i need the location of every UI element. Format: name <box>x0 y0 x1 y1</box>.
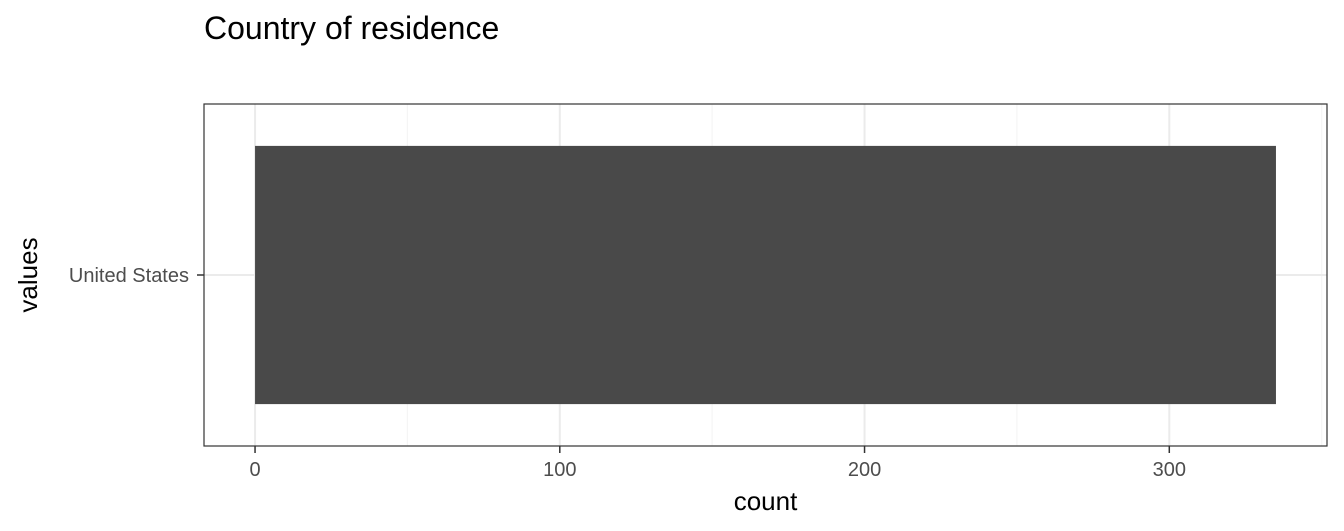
x-tick-label: 300 <box>1153 459 1186 481</box>
bar <box>255 145 1276 405</box>
x-axis: 0 100 200 300 <box>249 446 1186 481</box>
x-tick-label: 200 <box>848 459 881 481</box>
x-tick-label: 100 <box>543 459 576 481</box>
chart-title: Country of residence <box>204 10 499 46</box>
x-tick-label: 0 <box>249 459 260 481</box>
y-axis-title: values <box>13 237 43 312</box>
y-tick-label: United States <box>69 265 189 287</box>
y-axis: United States <box>69 265 204 287</box>
x-axis-title: count <box>734 486 798 516</box>
bars <box>255 145 1276 405</box>
